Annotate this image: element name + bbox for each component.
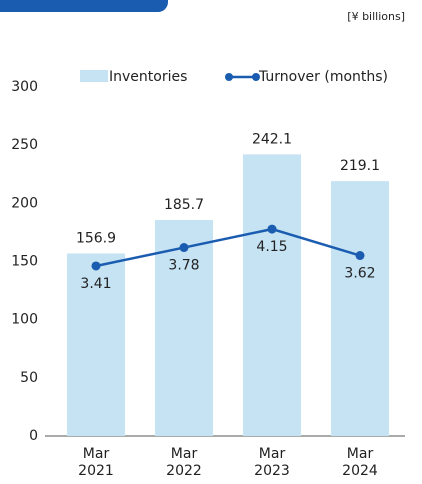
legend-dot: [252, 73, 260, 81]
header-tab: [0, 0, 168, 12]
y-tick-label: 250: [11, 137, 38, 153]
bar-value-label: 185.7: [164, 197, 204, 213]
x-tick-label: Mar 2021: [78, 446, 114, 479]
y-tick-label: 300: [11, 79, 38, 95]
y-tick-label: 0: [29, 428, 38, 444]
bar: [155, 219, 213, 436]
line-value-label: 3.41: [80, 276, 111, 292]
y-tick-label: 150: [11, 254, 38, 270]
unit-label: [¥ billions]: [347, 10, 405, 23]
line-value-label: 4.15: [256, 239, 287, 255]
bar: [331, 181, 389, 436]
bar-value-label: 156.9: [76, 230, 116, 246]
y-tick-label: 50: [20, 370, 38, 386]
x-tick-label: Mar 2023: [254, 446, 290, 479]
x-tick-label: Mar 2024: [342, 446, 378, 479]
line: [95, 227, 361, 268]
line-value-label: 3.62: [344, 266, 375, 282]
line-point: [179, 243, 189, 253]
bar-value-label: 242.1: [252, 131, 292, 147]
legend-label: Inventories: [109, 69, 187, 85]
legend-dot: [225, 73, 233, 81]
y-tick-label: 100: [11, 312, 38, 328]
line-point: [355, 251, 365, 261]
y-tick-label: 200: [11, 195, 38, 211]
bar: [67, 253, 125, 436]
line-point: [267, 224, 277, 234]
x-tick-label: Mar 2022: [166, 446, 202, 479]
legend-swatch: [80, 70, 108, 82]
line-point: [91, 261, 101, 271]
bar-value-label: 219.1: [340, 158, 380, 174]
line-value-label: 3.78: [168, 258, 199, 274]
bar: [243, 154, 301, 436]
legend-label: Turnover (months): [258, 69, 388, 85]
